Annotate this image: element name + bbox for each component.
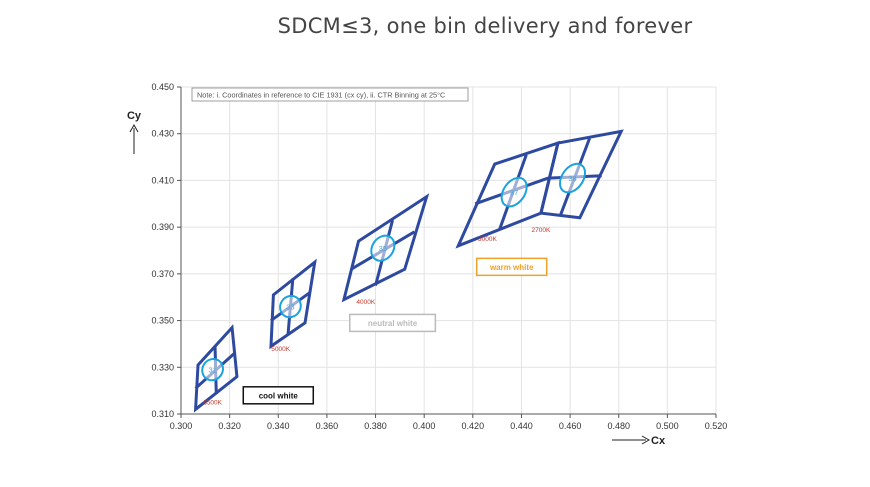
bin-number-label: 37 xyxy=(510,188,518,197)
group-label-text: warm white xyxy=(489,263,534,272)
group-label-box xyxy=(242,386,315,405)
group-label-text: cool white xyxy=(259,391,299,400)
x-tick-label: 0.500 xyxy=(656,421,679,431)
x-tick-label: 0.340 xyxy=(267,421,290,431)
cct-label: 3000K xyxy=(478,236,497,243)
x-axis-arrowhead xyxy=(641,435,651,445)
y-tick-label: 0.310 xyxy=(151,409,174,419)
y-tick-label: 0.410 xyxy=(151,175,174,185)
group-label-box xyxy=(475,257,548,277)
y-tick-label: 0.430 xyxy=(151,129,174,139)
x-axis-title: Cx xyxy=(651,435,666,447)
y-tick-label: 0.450 xyxy=(151,82,174,92)
bin-ellipse-38 xyxy=(559,162,587,194)
bin-number-label: 33 xyxy=(286,303,294,312)
tick-labels: 0.300 0.320 0.340 0.360 0.380 0.400 0.420 0.440… xyxy=(151,82,727,431)
bin-ellipse-35 xyxy=(370,234,396,262)
x-tick-label: 0.380 xyxy=(364,421,387,431)
bin-quad-4000K xyxy=(341,193,430,303)
x-tick-label: 0.360 xyxy=(316,421,339,431)
cct-label: 4000K xyxy=(356,299,375,306)
y-axis-title: Cy xyxy=(127,110,142,122)
x-tick-label: 0.300 xyxy=(170,421,193,431)
note-box xyxy=(191,87,469,102)
x-tick-label: 0.400 xyxy=(413,421,436,431)
y-tick-label: 0.330 xyxy=(151,362,174,372)
x-tick-label: 0.460 xyxy=(559,421,582,431)
bin-ellipse-33 xyxy=(279,294,302,319)
cct-label: 5000K xyxy=(271,346,290,353)
note-text: Note: i. Coordinates in reference to CIE… xyxy=(197,91,445,100)
chart-labels: 6500K 5000K 4000K 3000K 2700K cool white neutr… xyxy=(203,227,551,407)
cct-label: 6500K xyxy=(203,400,222,407)
bin-number-label: 35 xyxy=(379,244,387,253)
bin-number-label: 38 xyxy=(568,174,576,183)
bin-quad-6500K xyxy=(193,324,239,413)
y-tick-label: 0.370 xyxy=(151,269,174,279)
bin-ellipse-37 xyxy=(500,176,528,208)
cct-label: 2700K xyxy=(532,227,551,234)
x-tick-label: 0.420 xyxy=(462,421,485,431)
bin-quad-2700K xyxy=(539,129,624,220)
x-tick-label: 0.320 xyxy=(218,421,241,431)
x-tick-label: 0.440 xyxy=(510,421,533,431)
chart-note: Note: i. Coordinates in reference to CIE… xyxy=(191,87,469,102)
bin-ellipses: 31 33 35 37 38 xyxy=(201,162,587,382)
slide-title: SDCM≤3, one bin delivery and forever xyxy=(277,14,693,38)
axes: Cy Cx xyxy=(127,86,717,447)
bin-quad-5000K xyxy=(269,258,317,350)
x-tick-label: 0.480 xyxy=(607,421,630,431)
y-tick-label: 0.390 xyxy=(151,222,174,232)
group-label-text: neutral white xyxy=(368,319,418,328)
y-tick-label: 0.350 xyxy=(151,316,174,326)
bin-ellipse-31 xyxy=(201,357,224,382)
bin-number-label: 31 xyxy=(208,366,216,375)
group-label-box xyxy=(349,313,437,333)
y-axis-arrowhead xyxy=(129,123,139,133)
bin-quadrilaterals xyxy=(193,129,624,413)
grid-lines xyxy=(181,86,717,414)
x-tick-label: 0.520 xyxy=(705,421,728,431)
